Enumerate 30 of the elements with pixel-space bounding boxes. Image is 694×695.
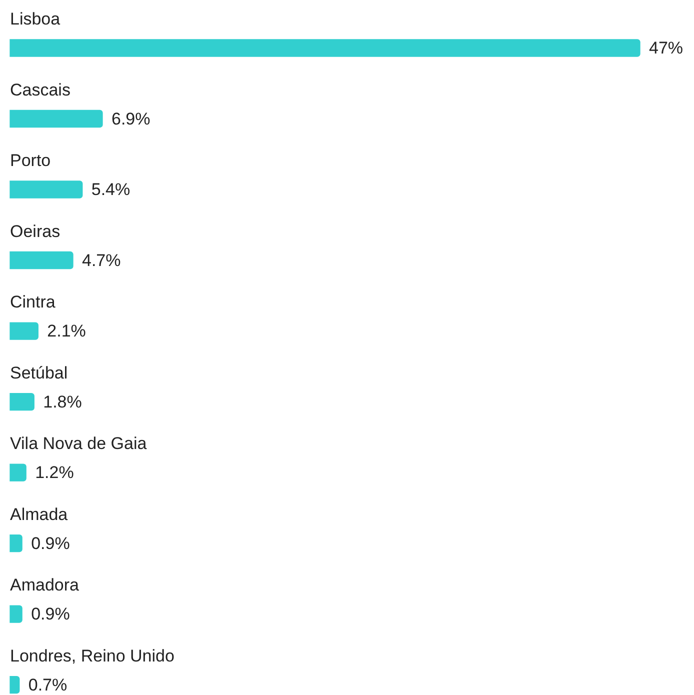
data-label: 2.1% [47,322,86,341]
bar [10,605,22,623]
data-label: 5.4% [91,180,130,200]
data-label: 0.9% [31,534,70,553]
y-tick-label: Oeiras [10,222,60,241]
y-tick-label: Porto [10,151,51,170]
y-tick-label: Lisboa [10,10,61,29]
bar [10,110,103,128]
data-label: 0.9% [31,604,70,624]
data-label: 1.2% [35,463,74,482]
data-label: 1.8% [43,392,82,412]
y-tick-label: Cintra [10,292,56,312]
bar [10,392,34,411]
y-tick-label: Cascais [10,80,70,100]
bar [10,534,22,552]
bar [10,676,20,694]
data-label: 6.9% [111,109,150,128]
bar [10,39,640,57]
y-tick-label: Almada [10,504,68,524]
y-tick-label: Londres, Reino Unido [10,646,174,666]
y-tick-label: Setúbal [10,363,68,382]
y-tick-label: Vila Nova de Gaia [10,434,148,454]
data-label: 0.7% [28,675,68,694]
data-label: 47% [649,38,684,58]
bar [10,322,38,340]
bar [10,180,83,198]
bar [10,464,26,482]
data-label: 4.7% [82,250,121,270]
bar [10,251,74,270]
y-tick-label: Amadora [10,576,80,595]
